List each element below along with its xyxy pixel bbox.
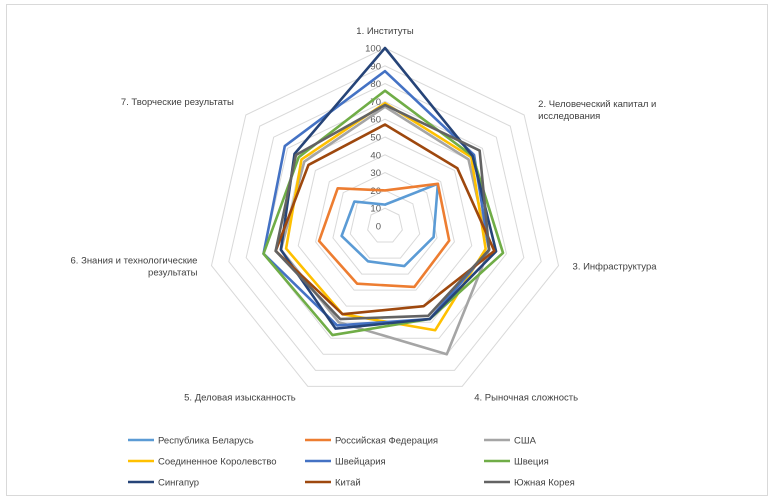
legend-label: Китай [335, 478, 361, 489]
chart-frame [6, 4, 768, 496]
legend-item: Китай [305, 478, 361, 489]
legend-label: Южная Корея [514, 478, 575, 489]
tick-label: 10 [370, 204, 381, 215]
category-labels: 1. Институты 2. Человеческий капитал и исс… [71, 26, 658, 403]
grid-ring [210, 47, 560, 387]
legend-label: Республика Беларусь [158, 436, 254, 447]
tick-label: 70 [370, 97, 381, 108]
category-label: 4. Рыночная сложность [474, 392, 578, 403]
legend-label: Швеция [514, 457, 549, 468]
legend-item: США [484, 436, 537, 447]
category-label: 6. Знания и технологические результаты [71, 256, 198, 279]
legend-label: Сингапур [158, 478, 199, 489]
category-label: 3. Инфраструктура [573, 262, 658, 273]
grid-ring [245, 83, 525, 355]
tick-label: 40 [370, 150, 381, 161]
legend-label: Швейцария [335, 457, 386, 468]
series-республика-беларусь-line [340, 182, 440, 268]
grid-ring [315, 154, 455, 291]
category-label: 7. Творческие результаты [121, 97, 234, 108]
tick-label: 0 [376, 222, 381, 233]
legend-label: Соединенное Королевство [158, 457, 277, 468]
tick-label: 80 [370, 79, 381, 90]
category-label: 1. Институты [356, 26, 414, 37]
grid-ring [228, 65, 542, 371]
legend-item: Швейцария [305, 457, 386, 468]
tick-label: 50 [370, 133, 381, 144]
grid-ring [262, 100, 508, 339]
category-label: 5. Деловая изысканность [184, 392, 296, 403]
legend: Республика Беларусь Российская Федерация С… [128, 436, 575, 489]
radial-tick-labels: 0 10 20 30 40 50 60 70 80 90 100 [365, 44, 381, 233]
legend-item: Сингапур [128, 478, 199, 489]
legend-label: США [514, 436, 537, 447]
series-lines [262, 46, 505, 356]
tick-label: 20 [370, 186, 381, 197]
grid-ring [297, 136, 473, 307]
grid-ring [367, 207, 403, 243]
series-российская-федерация-line [317, 182, 451, 289]
series-китай-line [274, 123, 496, 316]
legend-item: Республика Беларусь [128, 436, 254, 447]
category-label: 2. Человеческий капитал и исследования [538, 99, 656, 122]
tick-label: 100 [365, 44, 381, 55]
legend-label: Российская Федерация [335, 436, 438, 447]
tick-label: 60 [370, 115, 381, 126]
legend-item: Южная Корея [484, 478, 575, 489]
grid-ring [332, 172, 438, 275]
tick-label: 90 [370, 61, 381, 72]
legend-item: Швеция [484, 457, 549, 468]
legend-item: Российская Федерация [305, 436, 438, 447]
tick-label: 30 [370, 168, 381, 179]
series-южная-корея-line [274, 103, 491, 321]
legend-item: Соединенное Королевство [128, 457, 277, 468]
series-сша-line [279, 105, 491, 356]
grid-ring [349, 189, 421, 259]
